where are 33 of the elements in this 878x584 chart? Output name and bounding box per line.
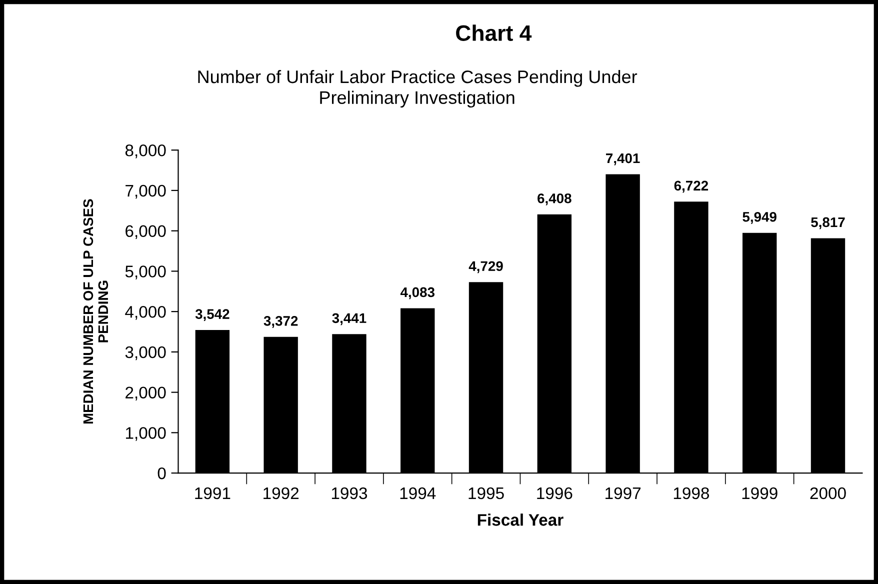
x-tick-label: 1995 (468, 487, 504, 500)
data-label: 3,441 (332, 313, 366, 326)
data-label: 5,949 (742, 212, 776, 224)
x-tick-label: 1999 (742, 487, 778, 500)
y-tick-label: 5,000 (125, 266, 166, 280)
y-tick-label: 8,000 (125, 144, 166, 158)
y-tick-label: 2,000 (126, 386, 166, 400)
data-label: 3,372 (264, 316, 298, 328)
y-axis-title: MEDIAN NUMBER OF ULP CASES PENDING (83, 199, 108, 424)
x-axis-title: Fiscal Year (478, 514, 564, 526)
y-tick-label: 0 (158, 467, 166, 480)
data-label: 5,817 (811, 217, 845, 230)
y-tick-label: 3,000 (125, 346, 166, 360)
chart-title: Chart 4 (456, 24, 532, 42)
data-label: 7,401 (606, 153, 640, 166)
data-label: 6,408 (538, 193, 572, 206)
x-tick-label: 1991 (195, 487, 230, 500)
y-tick-label: 4,000 (125, 306, 166, 320)
data-label: 6,722 (674, 180, 708, 193)
x-tick-label: 1993 (332, 487, 368, 500)
x-tick-label: 2000 (810, 487, 846, 500)
y-tick-label: 6,000 (126, 225, 166, 239)
y-tick-label: 1,000 (126, 427, 166, 441)
x-tick-label: 1997 (606, 487, 641, 500)
x-tick-label: 1998 (674, 487, 710, 500)
data-label: 4,083 (400, 287, 434, 300)
y-tick-label: 7,000 (126, 184, 166, 199)
x-tick-label: 1996 (537, 487, 572, 500)
data-label: 4,729 (468, 261, 503, 274)
data-label: 3,542 (195, 309, 230, 321)
x-tick-label: 1992 (264, 487, 299, 500)
x-tick-label: 1994 (400, 487, 436, 500)
chart-subtitle: Number of Unfair Labor Practice Cases Pending Under Preliminary Investigation (198, 70, 638, 108)
